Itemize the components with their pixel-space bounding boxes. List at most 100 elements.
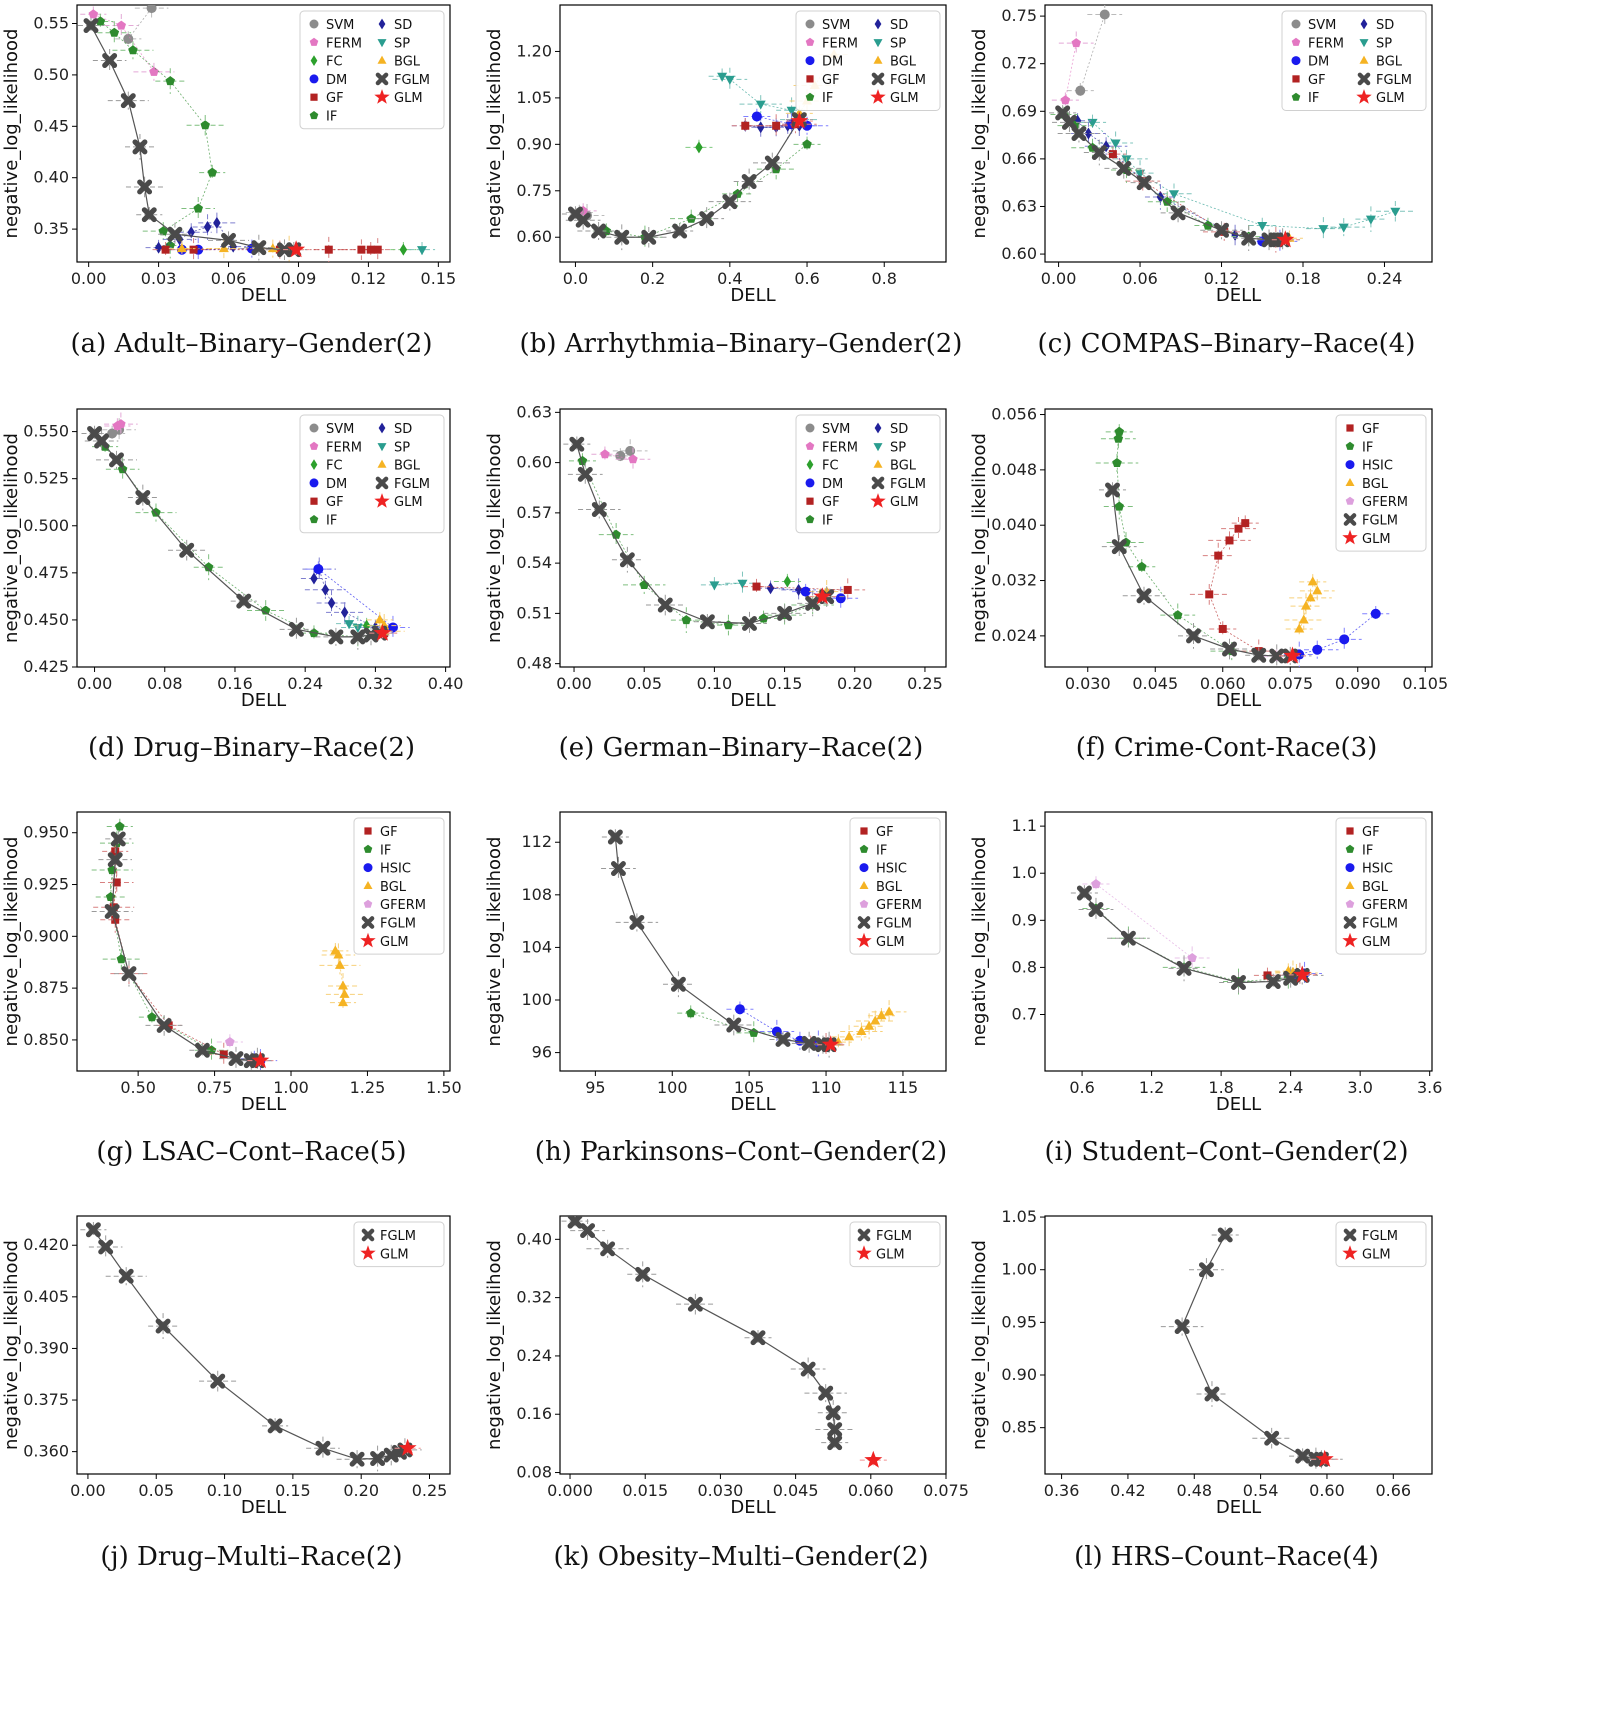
point-fglm [764,155,780,171]
subplot-c: 0.00 0.06 0.12 0.18 0.24 0.60 0.63 0.66 0.69 0.72… [969,4,1433,359]
y-tick-label: 0.75 [1001,6,1037,25]
legend-item-bgl: BGL [363,880,407,895]
x-tick-label: 0.06 [1122,269,1158,288]
legend-label: GLM [394,495,423,510]
legend-label: GF [326,495,344,510]
point-gf [366,245,375,254]
point-fc [783,575,792,588]
point-bgl [374,614,385,624]
legend-item-bgl: BGL [873,55,917,70]
legend-item-gf: GF [860,825,894,840]
x-tick-label: 0.045 [1132,674,1178,693]
legend: FGLM GLM [1335,1221,1427,1268]
y-tick-label: 0.63 [516,402,552,421]
series-line [127,7,152,40]
legend-item-ferm: FERM [805,440,858,455]
legend-label: IF [1362,843,1373,858]
series-line [1065,43,1077,101]
point-fglm [577,466,593,482]
legend-marker-ferm [805,441,815,450]
legend-label: GFERM [380,898,426,913]
x-tick-label: 0.48 [1176,1481,1212,1500]
x-tick-label: 0.8 [872,269,897,288]
point-fglm [672,223,688,239]
legend-item-svm: SVM [309,18,354,33]
point-fglm [121,966,137,982]
legend-marker-sd [874,422,882,434]
point-ferm [628,454,638,464]
point-sd [340,606,349,619]
point-fglm [1116,160,1132,176]
legend-item-gf: GF [806,495,840,510]
point-fglm [610,861,626,877]
x-tick-label: 0.66 [1375,1481,1411,1500]
point-fglm [569,436,585,452]
x-tick-label: 0.18 [1285,269,1321,288]
legend-item-sp: SP [873,440,906,455]
legend-label: FGLM [1362,514,1398,529]
point-sd [327,596,336,609]
legend-label: BGL [1362,880,1389,895]
point-fglm [132,139,148,155]
x-tick-label: 0.06 [211,269,247,288]
x-tick-label: 105 [734,1078,765,1097]
point-fglm [750,1330,766,1346]
point-bgl [337,997,348,1007]
x-tick-label: 0.00 [71,269,107,288]
y-tick-label: 0.63 [1001,196,1037,215]
point-gf [1225,536,1234,545]
point-bgl [176,243,187,253]
legend-label: GLM [380,1247,409,1262]
legend-marker-hsic [363,863,373,873]
legend-item-sp: SP [377,440,410,455]
x-tick-label: 0.10 [207,1481,243,1500]
point-glm [1315,1449,1334,1467]
point-fglm [1105,482,1120,498]
point-if [115,821,125,831]
point-if [1137,561,1147,571]
legend-label: SVM [822,422,850,437]
point-fglm [315,1440,331,1456]
legend-marker-glm [1342,529,1358,545]
series-line [714,582,743,586]
legend-label: FERM [1308,36,1344,51]
point-bgl [337,980,348,990]
y-tick-label: 0.16 [516,1404,552,1423]
point-fglm [194,1042,210,1058]
legend-marker-svm [805,19,815,29]
x-tick-label: 0.075 [923,1481,969,1500]
point-sp [1338,223,1349,233]
legend: SVM FERM FC DM GF IF SD SP BGL FGLM GLM [795,414,941,534]
plot-area [1049,5,1415,253]
x-tick-label: 0.60 [1309,1481,1345,1500]
y-tick-label: 0.450 [23,610,69,629]
legend-item-svm: SVM [805,422,850,437]
x-tick-label: 100 [657,1078,688,1097]
legend-item-hsic: HSIC [1345,459,1393,474]
y-axis-label: negative_log_likelihood [484,1240,505,1450]
y-tick-label: 0.550 [23,422,69,441]
legend-marker-glm [374,89,390,104]
legend-item-hsic: HSIC [363,862,411,877]
subplot-caption: (i) Student–Cont–Gender(2) [1044,1137,1408,1167]
point-svm [625,445,636,456]
plot-area [77,5,436,262]
point-fglm [1120,930,1136,946]
legend-marker-dm [309,478,319,488]
subplot-caption: (c) COMPAS–Binary–Race(4) [1038,329,1416,359]
point-if [681,615,692,625]
x-tick-label: 0.00 [556,674,592,693]
legend: GF IF HSIC BGL GFERM FGLM GLM [353,817,445,955]
legend-label: FGLM [380,1229,416,1244]
point-gf [1218,624,1227,633]
series-fc [773,573,801,590]
legend-label: BGL [1362,477,1389,492]
legend-label: BGL [394,459,421,474]
y-axis-label: negative_log_likelihood [969,29,990,239]
point-fglm [118,1268,134,1284]
point-glm [821,1035,840,1053]
point-gf [161,245,170,254]
legend-label: FERM [822,36,858,51]
legend-item-fglm: FGLM [1343,1228,1398,1244]
point-bgl [1307,576,1318,586]
